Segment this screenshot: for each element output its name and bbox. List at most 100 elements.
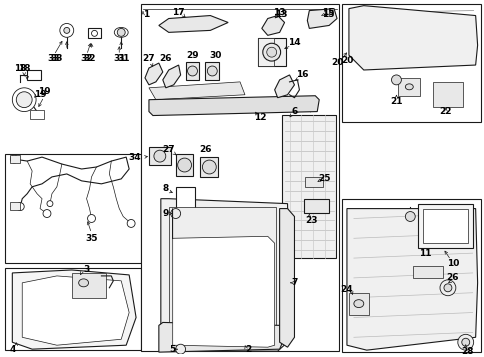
Text: 25: 25 (318, 174, 330, 183)
Text: 21: 21 (390, 97, 402, 106)
Polygon shape (261, 16, 284, 35)
Text: 11: 11 (418, 248, 430, 258)
Polygon shape (348, 6, 477, 70)
Circle shape (153, 150, 166, 162)
Bar (341, 4, 480, 122)
Circle shape (43, 210, 51, 217)
Bar (305, 177, 322, 187)
Text: 30: 30 (209, 51, 221, 60)
Bar (200, 157, 218, 177)
Text: 18: 18 (18, 64, 30, 72)
Bar (10, 202, 20, 210)
Text: 26: 26 (446, 273, 458, 282)
Text: 15: 15 (321, 8, 333, 17)
Bar (5, 154, 141, 263)
Text: 9: 9 (162, 209, 168, 218)
Polygon shape (159, 322, 284, 352)
Bar (257, 38, 273, 66)
Polygon shape (346, 208, 477, 350)
Circle shape (391, 75, 401, 85)
Ellipse shape (262, 43, 280, 61)
Text: 15: 15 (321, 10, 333, 19)
Ellipse shape (78, 279, 89, 287)
Circle shape (64, 27, 70, 33)
Bar (175, 187, 195, 208)
Bar (168, 207, 275, 343)
Bar (205, 62, 219, 80)
Text: 7: 7 (291, 278, 297, 287)
Bar (30, 110, 44, 120)
Bar (423, 208, 467, 243)
Bar (341, 199, 480, 352)
Polygon shape (307, 9, 336, 29)
Text: 26: 26 (199, 145, 211, 154)
Ellipse shape (266, 47, 276, 57)
Text: 22: 22 (439, 107, 451, 116)
Bar (185, 62, 199, 80)
Text: 4: 4 (9, 345, 15, 354)
Circle shape (117, 29, 125, 36)
Circle shape (177, 158, 191, 172)
Bar (175, 154, 193, 176)
Circle shape (88, 215, 95, 222)
Circle shape (16, 203, 24, 211)
Bar (141, 4, 338, 351)
Circle shape (439, 280, 455, 296)
Bar (72, 273, 106, 298)
Text: 31: 31 (117, 54, 129, 62)
Polygon shape (161, 199, 289, 351)
Bar (304, 199, 329, 212)
Polygon shape (12, 270, 136, 349)
Text: 26: 26 (159, 54, 172, 62)
Text: 2: 2 (244, 345, 251, 354)
Text: 32: 32 (83, 54, 96, 62)
Text: 6: 6 (291, 107, 297, 116)
Text: 32: 32 (80, 54, 92, 62)
Text: 20: 20 (340, 56, 352, 65)
Text: 17: 17 (172, 8, 184, 17)
Polygon shape (163, 65, 180, 88)
Text: 29: 29 (186, 51, 198, 60)
Text: 8: 8 (162, 184, 168, 193)
Bar (397, 78, 419, 96)
Text: 31: 31 (113, 54, 125, 62)
Text: 5: 5 (169, 345, 176, 354)
Polygon shape (149, 96, 318, 116)
Text: 3: 3 (83, 266, 90, 275)
Circle shape (405, 212, 414, 221)
Circle shape (12, 88, 36, 112)
Text: 19: 19 (38, 87, 50, 96)
Text: 33: 33 (50, 54, 63, 62)
Text: 33: 33 (47, 54, 60, 62)
Circle shape (10, 155, 18, 163)
Circle shape (47, 201, 53, 207)
Circle shape (170, 208, 180, 218)
Text: 10: 10 (446, 258, 458, 267)
Text: 13: 13 (273, 8, 285, 17)
Bar (417, 203, 472, 248)
Text: 19: 19 (34, 90, 46, 99)
Text: 1: 1 (143, 10, 149, 19)
Text: 16: 16 (296, 70, 308, 80)
Circle shape (187, 66, 197, 76)
Text: 27: 27 (142, 54, 155, 62)
Text: 28: 28 (460, 347, 473, 356)
Bar (149, 147, 170, 165)
Circle shape (16, 92, 32, 107)
Circle shape (60, 24, 74, 37)
Ellipse shape (353, 300, 363, 308)
Text: 23: 23 (304, 216, 317, 225)
Circle shape (202, 160, 216, 174)
Circle shape (175, 344, 185, 354)
Polygon shape (149, 82, 244, 100)
Circle shape (127, 220, 135, 227)
Polygon shape (145, 63, 163, 85)
Bar (27, 70, 41, 80)
Bar (5, 268, 141, 350)
Bar (281, 115, 335, 258)
Text: 27: 27 (162, 145, 175, 154)
Polygon shape (159, 16, 227, 32)
Text: 13: 13 (275, 10, 287, 19)
Polygon shape (22, 276, 129, 345)
Bar (348, 293, 368, 315)
